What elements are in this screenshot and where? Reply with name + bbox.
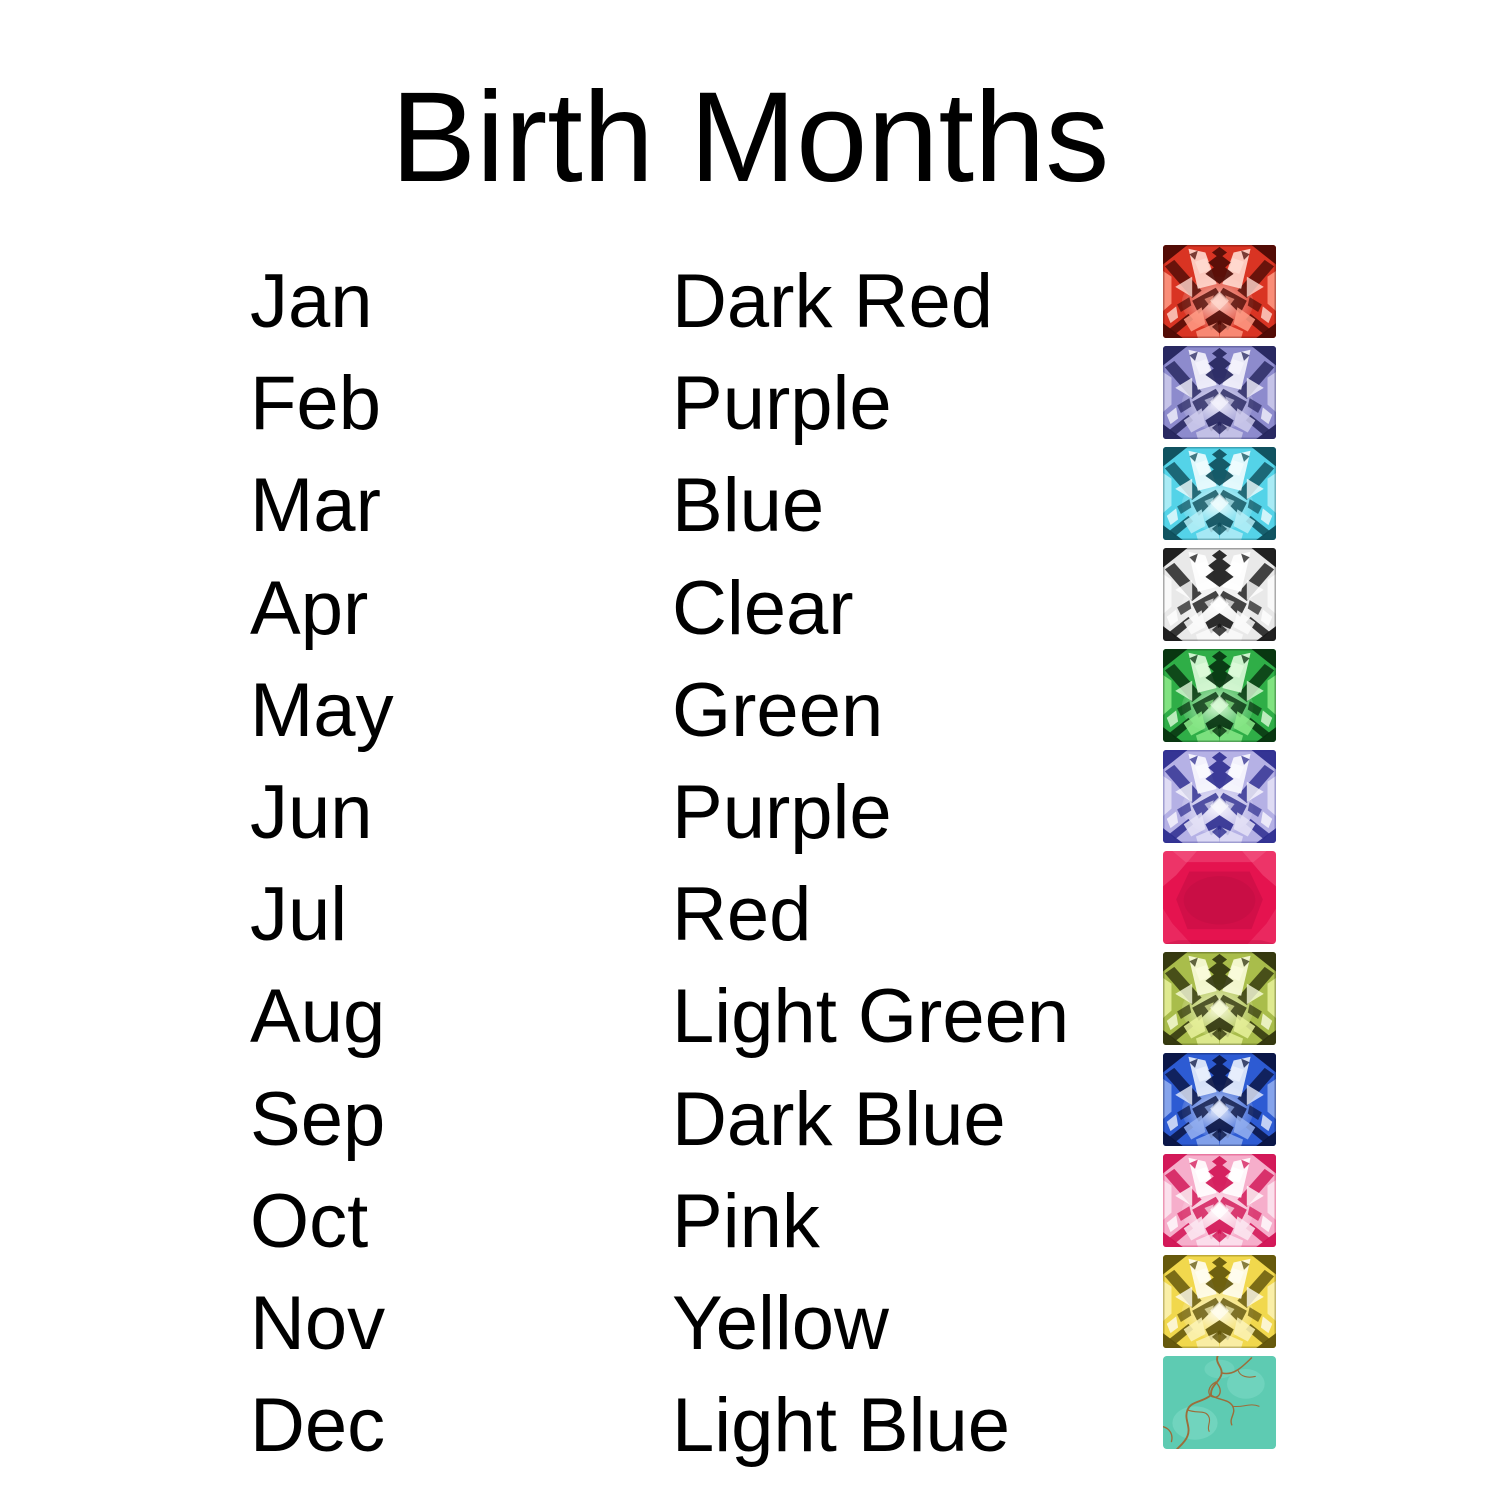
gem-emerald	[1163, 649, 1276, 742]
gem-aquamarine	[1163, 447, 1276, 540]
gem-ruby	[1163, 851, 1276, 944]
table-row: Jun Purple	[0, 750, 1500, 864]
month-label: Mar	[250, 463, 381, 549]
color-label: Light Blue	[672, 1383, 1011, 1469]
turquoise-gem-svg	[1163, 1356, 1276, 1449]
color-label: Blue	[672, 463, 825, 549]
month-label: Oct	[250, 1178, 369, 1264]
table-row: Aug Light Green	[0, 952, 1500, 1068]
month-label: Aug	[250, 974, 386, 1060]
gem-turquoise	[1163, 1356, 1276, 1449]
month-label: Jun	[250, 770, 373, 855]
table-row: Mar Blue	[0, 447, 1500, 557]
color-label: Pink	[672, 1178, 820, 1264]
month-label: Jul	[250, 872, 348, 958]
gem-lavender-cz	[1163, 750, 1276, 843]
color-label: Clear	[672, 565, 854, 651]
page-title: Birth Months	[390, 66, 1110, 209]
color-label: Yellow	[672, 1281, 889, 1366]
yellow-cz-gem-svg	[1163, 1255, 1276, 1348]
table-row: Jul Red	[0, 851, 1500, 966]
month-label: Feb	[250, 361, 381, 447]
gem-peridot	[1163, 952, 1276, 1045]
month-label: Jan	[250, 259, 373, 344]
color-label: Green	[672, 667, 884, 753]
table-row: Jan Dark Red	[0, 245, 1500, 353]
gem-sapphire	[1163, 1053, 1276, 1146]
month-label: Nov	[250, 1281, 386, 1366]
gem-pink-cz	[1163, 1154, 1276, 1247]
lavender-cz-gem-svg	[1163, 750, 1276, 843]
color-label: Light Green	[672, 974, 1070, 1060]
ruby-gem-svg	[1163, 851, 1276, 944]
emerald-gem-svg	[1163, 649, 1276, 742]
peridot-gem-svg	[1163, 952, 1276, 1045]
color-label: Purple	[672, 361, 892, 447]
table-row: May Green	[0, 649, 1500, 762]
table-row: Dec Light Blue	[0, 1356, 1500, 1477]
month-label: Sep	[250, 1076, 386, 1162]
color-label: Dark Blue	[672, 1076, 1006, 1162]
aquamarine-gem-svg	[1163, 447, 1276, 540]
table-row: Oct Pink	[0, 1154, 1500, 1273]
color-label: Purple	[672, 770, 892, 855]
color-label: Red	[672, 872, 812, 958]
amethyst-gem-svg	[1163, 346, 1276, 439]
gem-clear-cz	[1163, 548, 1276, 641]
gem-yellow-cz	[1163, 1255, 1276, 1348]
sapphire-gem-svg	[1163, 1053, 1276, 1146]
table-row: Nov Yellow	[0, 1255, 1500, 1375]
month-label: Dec	[250, 1383, 386, 1469]
month-label: Apr	[250, 565, 369, 651]
clear-cz-gem-svg	[1163, 548, 1276, 641]
table-row: Feb Purple	[0, 346, 1500, 455]
garnet-gem-svg	[1163, 245, 1276, 338]
table-row: Sep Dark Blue	[0, 1053, 1500, 1171]
pink-cz-gem-svg	[1163, 1154, 1276, 1247]
gem-garnet	[1163, 245, 1276, 338]
color-label: Dark Red	[672, 259, 993, 344]
month-label: May	[250, 667, 394, 753]
gem-amethyst	[1163, 346, 1276, 439]
table-row: Apr Clear	[0, 548, 1500, 660]
